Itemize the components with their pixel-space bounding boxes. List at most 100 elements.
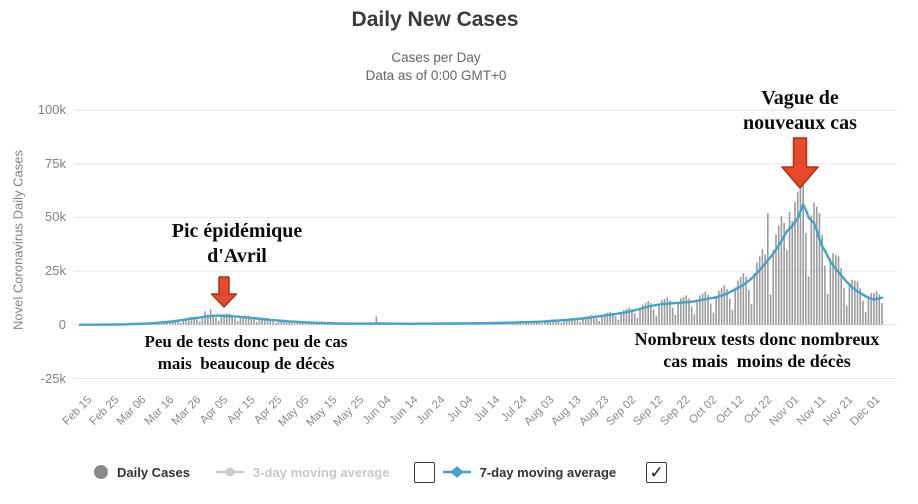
daily-cases-bar [204, 311, 206, 325]
daily-cases-bar [285, 320, 288, 325]
daily-cases-bar [864, 311, 867, 325]
daily-cases-bar [655, 315, 658, 325]
daily-cases-bar [761, 249, 764, 325]
daily-cases-bar [484, 324, 486, 325]
daily-cases-bar [220, 315, 223, 325]
daily-cases-bar [628, 307, 630, 325]
daily-cases-bar [598, 320, 601, 325]
daily-cases-bar [745, 276, 747, 325]
daily-cases-bar [313, 323, 315, 325]
daily-cases-bar [818, 213, 821, 325]
daily-cases-bar [669, 300, 671, 325]
daily-cases-bar [813, 202, 815, 325]
daily-cases-bar [193, 317, 195, 325]
daily-cases-bar [174, 320, 176, 325]
daily-cases-bar [631, 308, 633, 325]
legend-item-3day-average[interactable]: 3-day moving average [216, 465, 390, 480]
annotation-nov-wave-line2: nouveaux cas [743, 112, 857, 134]
nov-wave-arrow-icon [781, 137, 819, 189]
daily-cases-bar [606, 312, 609, 325]
annotation-april-note: Peu de tests donc peu de cas mais beauco… [144, 331, 347, 375]
daily-cases-bar [680, 298, 682, 325]
y-tick-label: 100k [37, 102, 66, 117]
daily-cases-bar [198, 321, 201, 325]
daily-cases-bar [807, 276, 810, 325]
daily-cases-bar [245, 315, 247, 325]
daily-cases-bar [802, 138, 804, 325]
checkbox-checked[interactable]: ✓ [646, 461, 668, 483]
daily-cases-bar [579, 322, 582, 325]
daily-cases-bar [845, 305, 848, 325]
daily-cases-bar [158, 323, 160, 325]
daily-cases-bar [223, 314, 225, 325]
daily-cases-bar [875, 291, 878, 325]
daily-cases-bar [707, 294, 709, 325]
checkbox-unchecked[interactable] [413, 461, 435, 483]
daily-cases-bar [239, 316, 242, 325]
legend-item-daily-cases[interactable]: Daily Cases [94, 465, 190, 480]
daily-cases-bar [160, 323, 163, 325]
daily-cases-bar [805, 232, 807, 325]
daily-cases-bar [310, 323, 312, 325]
daily-cases-bar [728, 298, 731, 325]
daily-cases-bar [549, 320, 552, 325]
daily-cases-bar [525, 322, 527, 325]
daily-cases-marker-icon [94, 465, 108, 479]
daily-cases-bar [788, 212, 791, 325]
y-tick-label: -25k [40, 370, 66, 386]
daily-cases-bar [848, 282, 851, 325]
daily-cases-bar [277, 320, 280, 325]
daily-cases-bar [796, 191, 799, 325]
daily-cases-bar [859, 288, 862, 325]
daily-cases-bar [185, 318, 187, 325]
daily-cases-bar [867, 296, 870, 325]
daily-cases-bar [639, 308, 641, 325]
daily-cases-bar [821, 234, 823, 325]
annotation-nov-wave-line1: Vague de [761, 87, 839, 109]
daily-cases-bar [753, 273, 756, 325]
daily-cases-bar [834, 254, 837, 325]
legend-item-7day-average[interactable]: 7-day moving average [442, 465, 616, 480]
daily-cases-bar [682, 296, 685, 325]
daily-cases-bar [764, 254, 766, 325]
daily-cases-bar [612, 312, 614, 325]
legend-label-daily-cases: Daily Cases [117, 464, 190, 480]
daily-cases-bar [704, 291, 707, 325]
daily-cases-bar [856, 281, 859, 325]
daily-cases-bar [712, 312, 715, 325]
daily-cases-bar [620, 312, 622, 325]
daily-cases-bar [794, 201, 796, 325]
daily-cases-bar [780, 215, 783, 325]
daily-cases-bar [641, 304, 644, 325]
daily-cases-bar [688, 298, 690, 325]
daily-cases-bar [603, 313, 606, 325]
daily-cases-bar [503, 323, 505, 325]
daily-cases-bar [701, 293, 704, 325]
daily-cases-bar [758, 256, 761, 325]
daily-cases-bar [625, 309, 628, 325]
daily-cases-bar [881, 303, 883, 325]
daily-cases-bar [163, 322, 166, 325]
daily-cases-bar [231, 315, 234, 325]
annotation-april-peak: Pic épidémique d'Avril [172, 219, 303, 269]
daily-cases-bar [258, 318, 261, 325]
daily-cases-bar [571, 317, 573, 325]
daily-cases-bar [718, 290, 720, 325]
daily-cases-bar [280, 320, 282, 325]
daily-cases-bar [769, 294, 772, 325]
annotation-nov-note: Nombreux tests donc nombreux cas mais mo… [635, 328, 880, 372]
daily-cases-bar [554, 320, 557, 325]
legend-label-3day-average: 3-day moving average [253, 464, 390, 480]
daily-cases-bar [247, 315, 250, 325]
daily-cases-bar [832, 253, 834, 325]
daily-cases-bar [663, 298, 666, 325]
daily-cases-bar [557, 321, 560, 325]
daily-cases-bar [217, 320, 220, 325]
annotation-april-peak-line1: Pic épidémique [171, 220, 303, 242]
daily-cases-bar [636, 317, 639, 325]
daily-cases-bar [215, 317, 217, 325]
daily-cases-bar [715, 295, 717, 325]
daily-cases-bar [633, 313, 636, 325]
daily-cases-bar [840, 267, 843, 325]
